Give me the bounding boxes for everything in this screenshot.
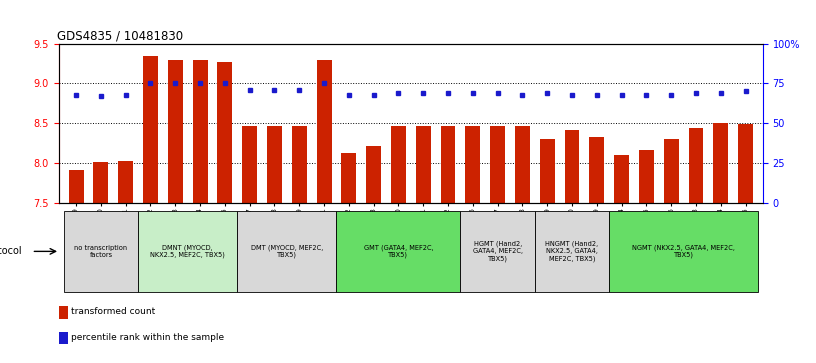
Bar — [738, 124, 753, 203]
Bar — [366, 146, 381, 203]
Bar — [317, 60, 331, 203]
Bar — [143, 56, 158, 203]
Bar — [267, 126, 282, 203]
Bar — [465, 126, 481, 203]
Bar — [94, 162, 109, 203]
Text: protocol: protocol — [0, 246, 21, 256]
Text: percentile rank within the sample: percentile rank within the sample — [72, 333, 224, 342]
Bar — [242, 126, 257, 203]
Text: no transcription
factors: no transcription factors — [74, 245, 127, 258]
Bar — [713, 123, 728, 203]
Bar — [217, 62, 233, 203]
Bar — [237, 211, 336, 292]
Bar — [336, 211, 460, 292]
Text: GMT (GATA4, MEF2C,
TBX5): GMT (GATA4, MEF2C, TBX5) — [364, 244, 433, 258]
Bar — [610, 211, 758, 292]
Bar — [663, 139, 679, 203]
Bar — [614, 155, 629, 203]
Text: NGMT (NKX2.5, GATA4, MEF2C,
TBX5): NGMT (NKX2.5, GATA4, MEF2C, TBX5) — [632, 244, 735, 258]
Bar — [416, 126, 431, 203]
Bar — [441, 126, 455, 203]
Text: DMNT (MYOCD,
NKX2.5, MEF2C, TBX5): DMNT (MYOCD, NKX2.5, MEF2C, TBX5) — [150, 244, 225, 258]
Bar — [193, 60, 207, 203]
Bar — [565, 130, 579, 203]
Bar — [341, 153, 357, 203]
Bar — [292, 126, 307, 203]
Text: HNGMT (Hand2,
NKX2.5, GATA4,
MEF2C, TBX5): HNGMT (Hand2, NKX2.5, GATA4, MEF2C, TBX5… — [545, 241, 599, 262]
Text: HGMT (Hand2,
GATA4, MEF2C,
TBX5): HGMT (Hand2, GATA4, MEF2C, TBX5) — [472, 241, 522, 262]
Bar — [490, 126, 505, 203]
Bar — [64, 211, 138, 292]
Bar — [168, 60, 183, 203]
Bar — [118, 161, 133, 203]
Bar — [59, 306, 68, 319]
Text: DMT (MYOCD, MEF2C,
TBX5): DMT (MYOCD, MEF2C, TBX5) — [251, 244, 323, 258]
Bar — [689, 128, 703, 203]
Text: transformed count: transformed count — [72, 307, 156, 317]
Text: GDS4835 / 10481830: GDS4835 / 10481830 — [57, 29, 184, 42]
Bar — [59, 332, 68, 344]
Bar — [69, 170, 83, 203]
Bar — [460, 211, 534, 292]
Bar — [138, 211, 237, 292]
Bar — [589, 137, 605, 203]
Bar — [534, 211, 610, 292]
Bar — [515, 126, 530, 203]
Bar — [639, 150, 654, 203]
Bar — [391, 126, 406, 203]
Bar — [540, 139, 555, 203]
